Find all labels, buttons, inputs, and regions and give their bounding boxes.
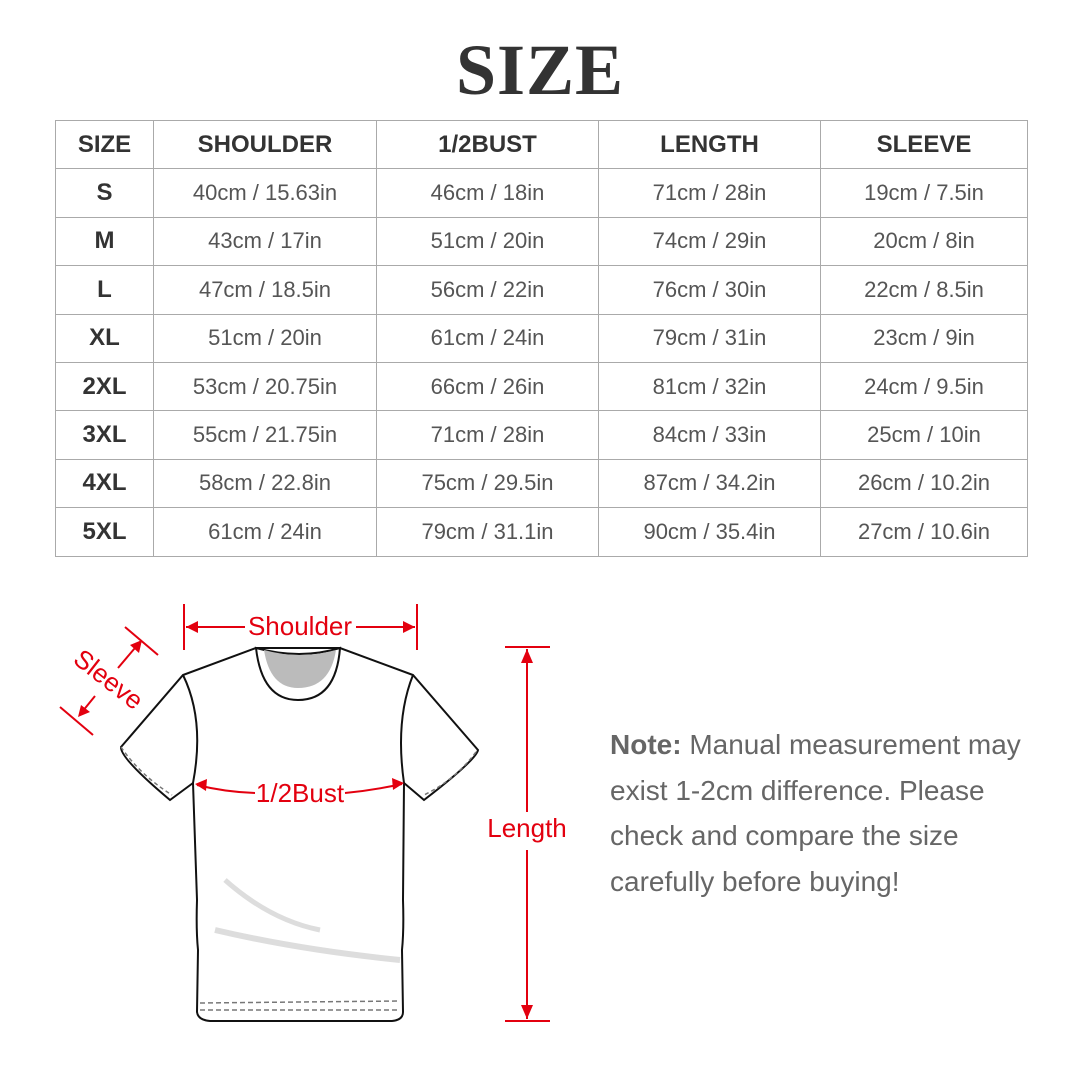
measurement-cell: 90cm / 35.4in bbox=[598, 507, 821, 557]
size-cell: L bbox=[55, 265, 154, 315]
measurement-cell: 87cm / 34.2in bbox=[598, 458, 821, 509]
measurement-cell: 43cm / 17in bbox=[153, 216, 377, 267]
shoulder-label: Shoulder bbox=[248, 611, 352, 641]
table-row: 3XL 55cm / 21.75in 71cm / 28in 84cm / 33in 2… bbox=[55, 410, 1028, 460]
measurement-cell: 40cm / 15.63in bbox=[153, 168, 377, 218]
column-header: SIZE bbox=[55, 119, 154, 170]
measurement-cell: 51cm / 20in bbox=[153, 313, 377, 363]
measurement-cell: 84cm / 33in bbox=[598, 410, 821, 460]
measurement-cell: 24cm / 9.5in bbox=[820, 361, 1028, 412]
measurement-cell: 25cm / 10in bbox=[820, 410, 1028, 460]
table-row: 2XL 53cm / 20.75in 66cm / 26in 81cm / 32in 2… bbox=[55, 361, 1028, 412]
table-row: L 47cm / 18.5in 56cm / 22in 76cm / 30in 22cm… bbox=[55, 265, 1028, 315]
measurement-cell: 46cm / 18in bbox=[376, 168, 599, 218]
measurement-cell: 27cm / 10.6in bbox=[820, 507, 1028, 557]
size-cell: 3XL bbox=[55, 410, 154, 460]
column-header: SLEEVE bbox=[820, 119, 1028, 170]
measurement-cell: 20cm / 8in bbox=[820, 216, 1028, 267]
column-header: 1/2BUST bbox=[376, 119, 599, 170]
column-header: SHOULDER bbox=[153, 119, 377, 170]
length-measure bbox=[505, 646, 550, 1022]
measurement-cell: 61cm / 24in bbox=[153, 507, 377, 557]
column-header: LENGTH bbox=[598, 119, 821, 170]
measurement-cell: 23cm / 9in bbox=[820, 313, 1028, 363]
table-row: 4XL 58cm / 22.8in 75cm / 29.5in 87cm / 34.2… bbox=[55, 458, 1028, 509]
measurement-note: Note: Manual measurement may exist 1-2cm… bbox=[610, 722, 1050, 904]
measurement-cell: 71cm / 28in bbox=[598, 168, 821, 218]
size-cell: M bbox=[55, 216, 154, 267]
note-label: Note: bbox=[610, 729, 682, 760]
size-table: SIZE SHOULDER 1/2BUST LENGTH SLEEVE S 40cm / … bbox=[55, 119, 1028, 557]
length-label: Length bbox=[487, 813, 567, 843]
measurement-cell: 58cm / 22.8in bbox=[153, 458, 377, 509]
size-cell: 5XL bbox=[55, 507, 154, 557]
measurement-cell: 74cm / 29in bbox=[598, 216, 821, 267]
shoulder-measure bbox=[183, 604, 418, 650]
measurement-cell: 22cm / 8.5in bbox=[820, 265, 1028, 315]
measurement-cell: 61cm / 24in bbox=[376, 313, 599, 363]
measurement-cell: 79cm / 31.1in bbox=[376, 507, 599, 557]
measurement-cell: 75cm / 29.5in bbox=[376, 458, 599, 509]
bust-measure bbox=[195, 778, 404, 794]
table-header-row: SIZE SHOULDER 1/2BUST LENGTH SLEEVE bbox=[55, 119, 1028, 170]
tshirt-illustration bbox=[120, 646, 480, 1022]
measurement-cell: 26cm / 10.2in bbox=[820, 458, 1028, 509]
size-cell: S bbox=[55, 168, 154, 218]
measurement-cell: 71cm / 28in bbox=[376, 410, 599, 460]
measurement-cell: 53cm / 20.75in bbox=[153, 361, 377, 412]
measurement-cell: 56cm / 22in bbox=[376, 265, 599, 315]
size-cell: 2XL bbox=[55, 361, 154, 412]
note-text: Manual measurement may exist 1-2cm diffe… bbox=[610, 729, 1021, 897]
measurement-cell: 51cm / 20in bbox=[376, 216, 599, 267]
bust-label: 1/2Bust bbox=[256, 778, 345, 808]
table-row: S 40cm / 15.63in 46cm / 18in 71cm / 28in 19c… bbox=[55, 168, 1028, 218]
table-row: 5XL 61cm / 24in 79cm / 31.1in 90cm / 35.4in… bbox=[55, 507, 1028, 557]
table-row: XL 51cm / 20in 61cm / 24in 79cm / 31in 23cm … bbox=[55, 313, 1028, 363]
measurement-cell: 47cm / 18.5in bbox=[153, 265, 377, 315]
table-row: M 43cm / 17in 51cm / 20in 74cm / 29in 20cm /… bbox=[55, 216, 1028, 267]
measurement-cell: 19cm / 7.5in bbox=[820, 168, 1028, 218]
sleeve-measure bbox=[59, 626, 159, 736]
size-cell: XL bbox=[55, 313, 154, 363]
sleeve-label: Sleeve bbox=[68, 643, 149, 716]
page-title: SIZE bbox=[455, 30, 625, 110]
